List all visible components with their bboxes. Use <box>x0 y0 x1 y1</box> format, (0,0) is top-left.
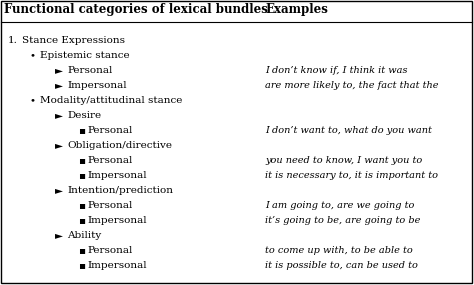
Text: I don’t know if, I think it was: I don’t know if, I think it was <box>265 66 408 75</box>
Text: ►: ► <box>55 186 63 195</box>
Text: Impersonal: Impersonal <box>87 216 146 225</box>
Text: Personal: Personal <box>87 201 132 210</box>
Text: it is necessary to, it is important to: it is necessary to, it is important to <box>265 171 438 180</box>
Text: ►: ► <box>55 141 63 150</box>
Text: ►: ► <box>55 66 63 75</box>
Text: Personal: Personal <box>87 246 132 255</box>
Text: it’s going to be, are going to be: it’s going to be, are going to be <box>265 216 420 225</box>
Text: ▪: ▪ <box>78 261 85 270</box>
Text: ►: ► <box>55 111 63 120</box>
Text: Epistemic stance: Epistemic stance <box>40 51 129 60</box>
Text: 1.: 1. <box>8 36 18 45</box>
Text: •: • <box>30 51 36 60</box>
Text: ▪: ▪ <box>78 171 85 180</box>
Text: Obligation/directive: Obligation/directive <box>67 141 172 150</box>
Text: are more likely to, the fact that the: are more likely to, the fact that the <box>265 81 438 90</box>
Text: Desire: Desire <box>67 111 101 120</box>
Text: •: • <box>30 96 36 105</box>
Text: Impersonal: Impersonal <box>67 81 127 90</box>
Text: Stance Expressions: Stance Expressions <box>22 36 125 45</box>
Text: I am going to, are we going to: I am going to, are we going to <box>265 201 414 210</box>
Text: ▪: ▪ <box>78 246 85 255</box>
Text: Personal: Personal <box>87 126 132 135</box>
Text: ▪: ▪ <box>78 216 85 225</box>
Text: Impersonal: Impersonal <box>87 261 146 270</box>
Text: Intention/prediction: Intention/prediction <box>67 186 173 195</box>
Text: Personal: Personal <box>87 156 132 165</box>
Text: Ability: Ability <box>67 231 101 240</box>
Text: ▪: ▪ <box>78 201 85 210</box>
Text: Modality/attitudinal stance: Modality/attitudinal stance <box>40 96 182 105</box>
Text: ▪: ▪ <box>78 126 85 135</box>
Text: you need to know, I want you to: you need to know, I want you to <box>265 156 422 165</box>
Text: to come up with, to be able to: to come up with, to be able to <box>265 246 413 255</box>
Text: Impersonal: Impersonal <box>87 171 146 180</box>
Text: Examples: Examples <box>265 3 328 16</box>
Text: I don’t want to, what do you want: I don’t want to, what do you want <box>265 126 432 135</box>
Text: ▪: ▪ <box>78 156 85 165</box>
Text: ►: ► <box>55 231 63 240</box>
Text: ►: ► <box>55 81 63 90</box>
Text: Functional categories of lexical bundles: Functional categories of lexical bundles <box>4 3 268 16</box>
Text: Personal: Personal <box>67 66 112 75</box>
Text: it is possible to, can be used to: it is possible to, can be used to <box>265 261 418 270</box>
